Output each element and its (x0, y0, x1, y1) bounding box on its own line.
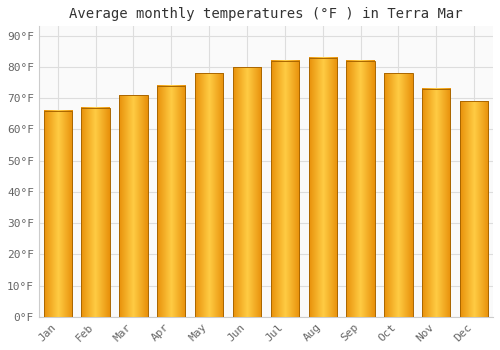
Title: Average monthly temperatures (°F ) in Terra Mar: Average monthly temperatures (°F ) in Te… (69, 7, 462, 21)
Bar (422, 89, 450, 317)
Bar (270, 61, 299, 317)
Bar (119, 95, 148, 317)
Bar (44, 111, 72, 317)
Bar (308, 57, 337, 317)
Bar (460, 101, 488, 317)
Bar (384, 73, 412, 317)
Bar (195, 73, 224, 317)
Bar (157, 86, 186, 317)
Bar (82, 107, 110, 317)
Bar (346, 61, 375, 317)
Bar (233, 67, 261, 317)
